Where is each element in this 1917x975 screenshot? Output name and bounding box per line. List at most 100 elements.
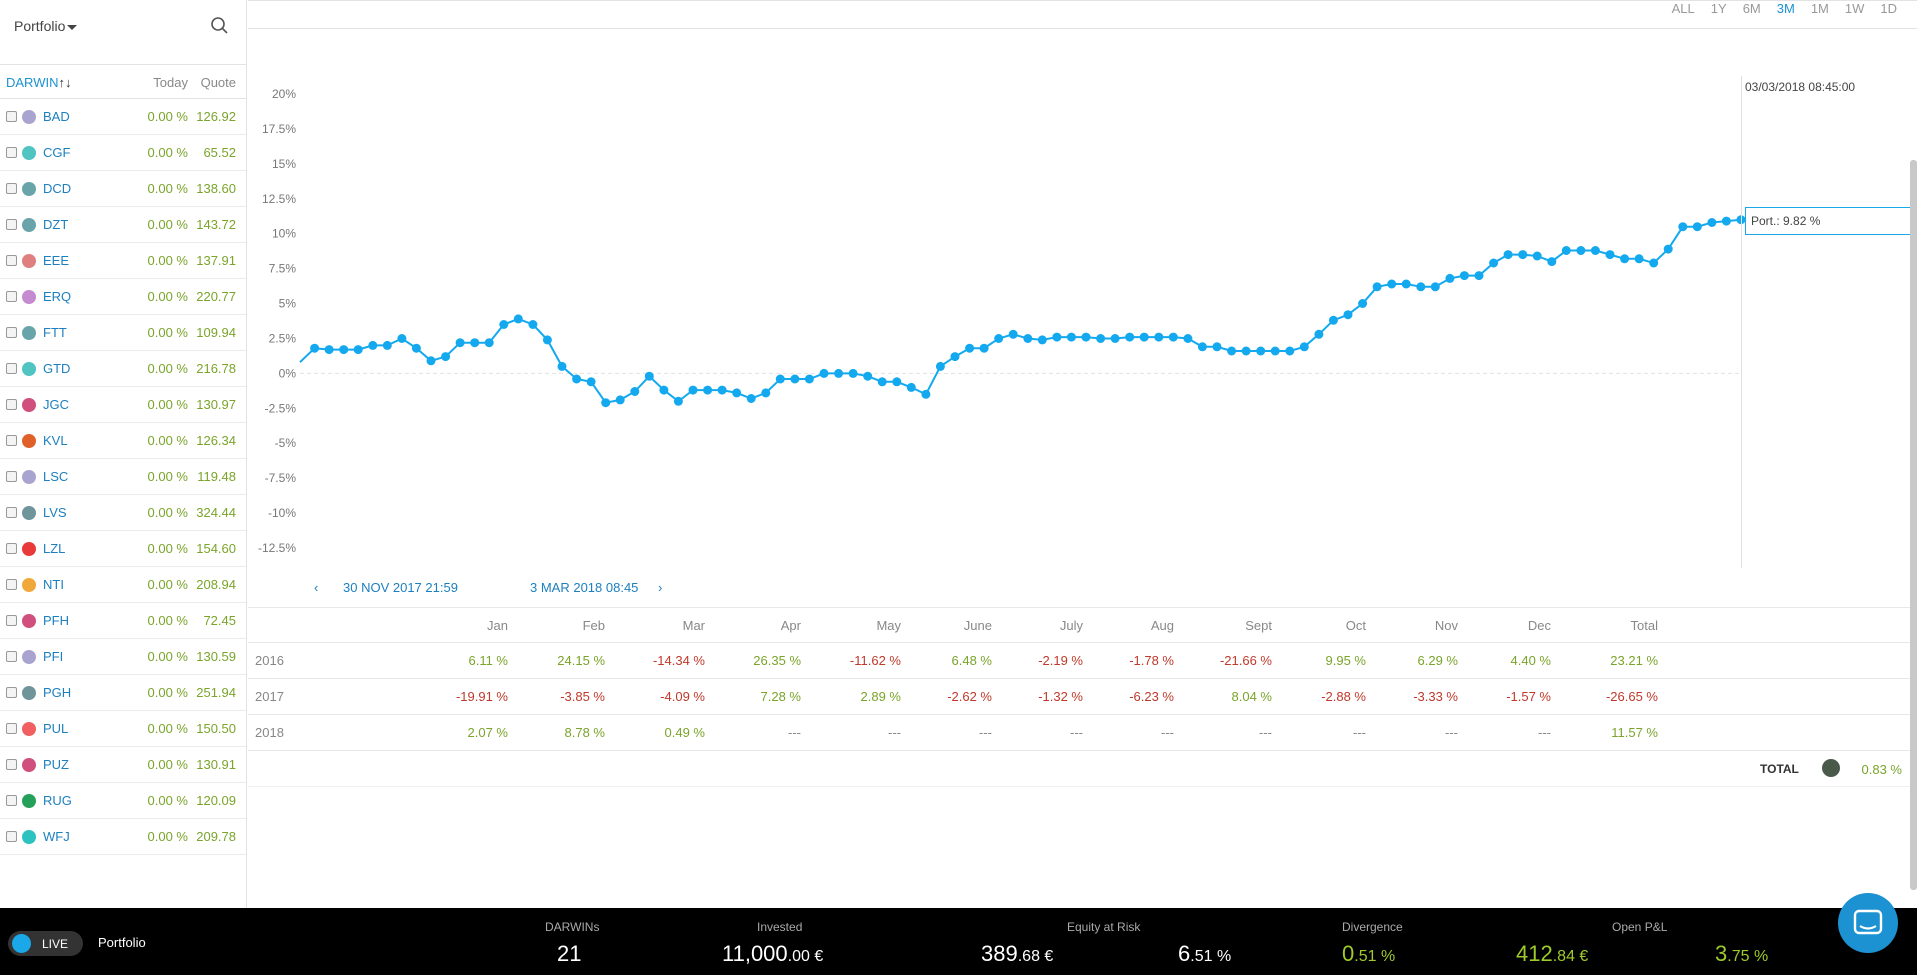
data-point[interactable] bbox=[1620, 254, 1630, 264]
chevron-left-icon[interactable]: ‹ bbox=[314, 580, 319, 595]
row-checkbox[interactable] bbox=[6, 795, 17, 806]
data-point[interactable] bbox=[834, 368, 844, 378]
darwin-name[interactable]: DZT bbox=[43, 217, 69, 232]
data-point[interactable] bbox=[1707, 218, 1717, 227]
data-point[interactable] bbox=[848, 368, 858, 378]
range-6m[interactable]: 6M bbox=[1742, 1, 1761, 16]
data-point[interactable] bbox=[1183, 334, 1193, 343]
data-point[interactable] bbox=[1314, 329, 1324, 339]
darwin-name[interactable]: PFH bbox=[43, 613, 69, 628]
data-point[interactable] bbox=[994, 334, 1004, 343]
data-point[interactable] bbox=[382, 340, 392, 350]
darwin-name[interactable]: PGH bbox=[43, 685, 72, 700]
data-point[interactable] bbox=[790, 374, 800, 384]
data-point[interactable] bbox=[921, 389, 931, 399]
darwin-name[interactable]: LSC bbox=[43, 469, 69, 484]
data-point[interactable] bbox=[1154, 332, 1164, 342]
darwin-row-pgh[interactable]: PGH 0.00 % 251.94 bbox=[0, 675, 246, 711]
data-point[interactable] bbox=[1197, 342, 1207, 352]
data-point[interactable] bbox=[1096, 334, 1106, 343]
data-point[interactable] bbox=[1547, 257, 1557, 267]
range-3m[interactable]: 3M bbox=[1776, 1, 1795, 16]
row-checkbox[interactable] bbox=[6, 579, 17, 590]
data-point[interactable] bbox=[1023, 334, 1033, 343]
data-point[interactable] bbox=[1387, 279, 1397, 289]
data-point[interactable] bbox=[484, 338, 494, 348]
data-point[interactable] bbox=[455, 338, 465, 348]
row-checkbox[interactable] bbox=[6, 543, 17, 554]
data-point[interactable] bbox=[368, 340, 378, 350]
darwin-row-rug[interactable]: RUG 0.00 % 120.09 bbox=[0, 783, 246, 819]
live-toggle[interactable]: LIVE bbox=[8, 931, 83, 956]
quote-header[interactable]: Quote bbox=[200, 75, 236, 90]
data-point[interactable] bbox=[1489, 258, 1499, 268]
data-point[interactable] bbox=[1241, 346, 1251, 356]
data-point[interactable] bbox=[1518, 250, 1528, 260]
darwin-sort-header[interactable]: DARWIN↑↓ bbox=[6, 75, 71, 90]
darwin-row-eee[interactable]: EEE 0.00 % 137.91 bbox=[0, 243, 246, 279]
darwin-name[interactable]: LVS bbox=[43, 505, 67, 520]
row-checkbox[interactable] bbox=[6, 831, 17, 842]
data-point[interactable] bbox=[761, 388, 771, 398]
darwin-row-gtd[interactable]: GTD 0.00 % 216.78 bbox=[0, 351, 246, 387]
darwin-row-pfh[interactable]: PFH 0.00 % 72.45 bbox=[0, 603, 246, 639]
data-point[interactable] bbox=[1445, 273, 1455, 283]
range-1w[interactable]: 1W bbox=[1844, 1, 1865, 16]
data-point[interactable] bbox=[572, 374, 582, 384]
data-point[interactable] bbox=[1328, 315, 1338, 325]
data-point[interactable] bbox=[1721, 216, 1731, 226]
chat-button[interactable] bbox=[1838, 893, 1898, 953]
data-point[interactable] bbox=[339, 345, 349, 355]
data-point[interactable] bbox=[950, 352, 960, 362]
row-checkbox[interactable] bbox=[6, 507, 17, 518]
data-point[interactable] bbox=[804, 374, 814, 384]
search-icon[interactable] bbox=[210, 16, 230, 36]
data-point[interactable] bbox=[965, 343, 975, 353]
data-point[interactable] bbox=[324, 345, 334, 355]
data-point[interactable] bbox=[1532, 251, 1542, 261]
data-point[interactable] bbox=[703, 385, 713, 395]
data-point[interactable] bbox=[1212, 342, 1222, 352]
data-point[interactable] bbox=[1227, 346, 1237, 356]
darwin-name[interactable]: PFI bbox=[43, 649, 64, 664]
data-point[interactable] bbox=[1299, 342, 1309, 352]
row-checkbox[interactable] bbox=[6, 255, 17, 266]
data-point[interactable] bbox=[1401, 279, 1411, 289]
scrollbar[interactable] bbox=[1910, 160, 1917, 890]
data-point[interactable] bbox=[1066, 332, 1076, 342]
darwin-name[interactable]: ERQ bbox=[43, 289, 72, 304]
data-point[interactable] bbox=[528, 320, 538, 329]
data-point[interactable] bbox=[513, 314, 523, 324]
darwin-name[interactable]: LZL bbox=[43, 541, 66, 556]
data-point[interactable] bbox=[746, 394, 756, 403]
data-point[interactable] bbox=[659, 385, 669, 395]
data-point[interactable] bbox=[1605, 250, 1615, 260]
data-point[interactable] bbox=[1576, 246, 1586, 255]
data-point[interactable] bbox=[615, 395, 625, 405]
data-point[interactable] bbox=[1561, 246, 1571, 255]
data-point[interactable] bbox=[935, 361, 945, 371]
data-point[interactable] bbox=[353, 345, 363, 355]
darwin-row-kvl[interactable]: KVL 0.00 % 126.34 bbox=[0, 423, 246, 459]
data-point[interactable] bbox=[673, 396, 683, 406]
darwin-row-dcd[interactable]: DCD 0.00 % 138.60 bbox=[0, 171, 246, 207]
data-point[interactable] bbox=[470, 338, 480, 348]
data-point[interactable] bbox=[1692, 222, 1702, 232]
data-point[interactable] bbox=[586, 377, 596, 387]
data-point[interactable] bbox=[426, 356, 436, 366]
darwin-row-jgc[interactable]: JGC 0.00 % 130.97 bbox=[0, 387, 246, 423]
row-checkbox[interactable] bbox=[6, 363, 17, 374]
data-point[interactable] bbox=[1037, 335, 1047, 345]
data-point[interactable] bbox=[397, 334, 407, 343]
darwin-row-cgf[interactable]: CGF 0.00 % 65.52 bbox=[0, 135, 246, 171]
darwin-name[interactable]: EEE bbox=[43, 253, 70, 268]
data-point[interactable] bbox=[1663, 244, 1673, 254]
portfolio-dropdown[interactable]: Portfolio bbox=[14, 18, 78, 34]
data-point[interactable] bbox=[1474, 271, 1484, 281]
data-point[interactable] bbox=[1590, 246, 1600, 255]
data-point[interactable] bbox=[1430, 282, 1440, 292]
data-point[interactable] bbox=[557, 361, 567, 371]
darwin-name[interactable]: PUL bbox=[43, 721, 69, 736]
data-point[interactable] bbox=[979, 343, 989, 353]
data-point[interactable] bbox=[542, 335, 552, 345]
